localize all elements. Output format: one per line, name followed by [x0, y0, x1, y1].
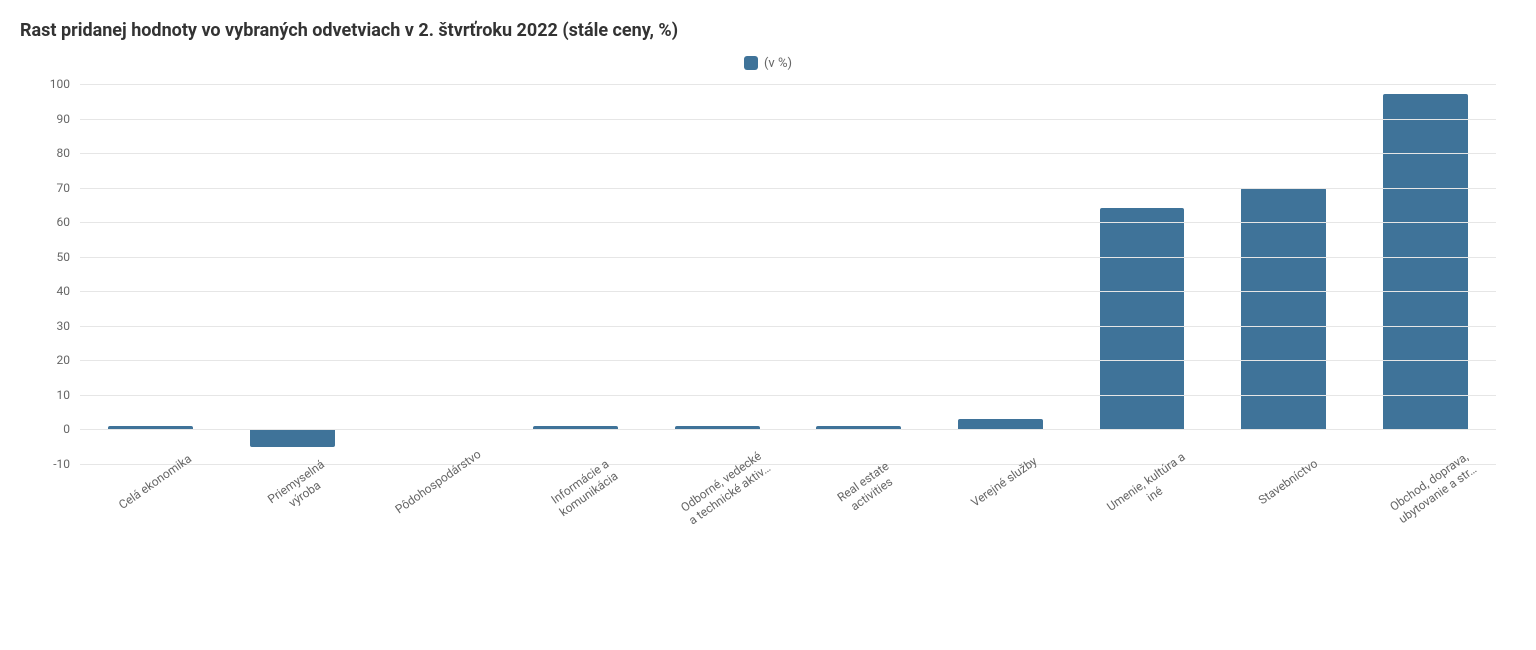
grid-line [80, 326, 1496, 327]
x-axis-labels: Celá ekonomikaPriemyselná výrobaPôdohosp… [80, 464, 1496, 584]
bars-layer [80, 84, 1496, 464]
chart-title: Rast pridanej hodnoty vo vybraných odvet… [20, 20, 1516, 41]
bar [250, 429, 335, 446]
plot-area: -100102030405060708090100 [80, 84, 1496, 464]
grid-line [80, 360, 1496, 361]
grid-line [80, 84, 1496, 85]
y-tick-label: 10 [57, 388, 71, 402]
chart-container: Rast pridanej hodnoty vo vybraných odvet… [0, 0, 1536, 650]
x-tick-label: Priemyselná výroba [265, 457, 336, 519]
grid-line [80, 291, 1496, 292]
y-tick-label: 90 [57, 112, 71, 126]
x-tick-label: Real estate activities [834, 459, 900, 518]
grid-line [80, 429, 1496, 430]
x-tick-label: Stavebníctvo [1255, 456, 1320, 508]
bar [1383, 94, 1468, 429]
grid-line [80, 395, 1496, 396]
y-tick-label: 0 [63, 422, 70, 436]
grid-line [80, 153, 1496, 154]
bar [958, 419, 1043, 429]
grid-line [80, 119, 1496, 120]
grid-line [80, 222, 1496, 223]
y-tick-label: 100 [50, 77, 70, 91]
y-tick-label: 40 [57, 284, 71, 298]
bar [1241, 188, 1326, 430]
y-tick-label: -10 [53, 457, 70, 471]
chart-area: -100102030405060708090100 Celá ekonomika… [20, 84, 1516, 584]
legend-swatch-icon [744, 56, 758, 70]
legend-item: (v %) [744, 56, 792, 71]
y-tick-label: 20 [57, 353, 71, 367]
legend-label: (v %) [764, 56, 792, 71]
legend: (v %) [20, 55, 1516, 74]
grid-line [80, 257, 1496, 258]
y-tick-label: 30 [57, 319, 71, 333]
x-tick-label: Informácie a komunikácia [548, 457, 621, 521]
y-tick-label: 70 [57, 181, 71, 195]
grid-line [80, 188, 1496, 189]
y-tick-label: 50 [57, 250, 71, 264]
y-tick-label: 80 [57, 146, 71, 160]
bar [1100, 208, 1185, 429]
y-tick-label: 60 [57, 215, 71, 229]
